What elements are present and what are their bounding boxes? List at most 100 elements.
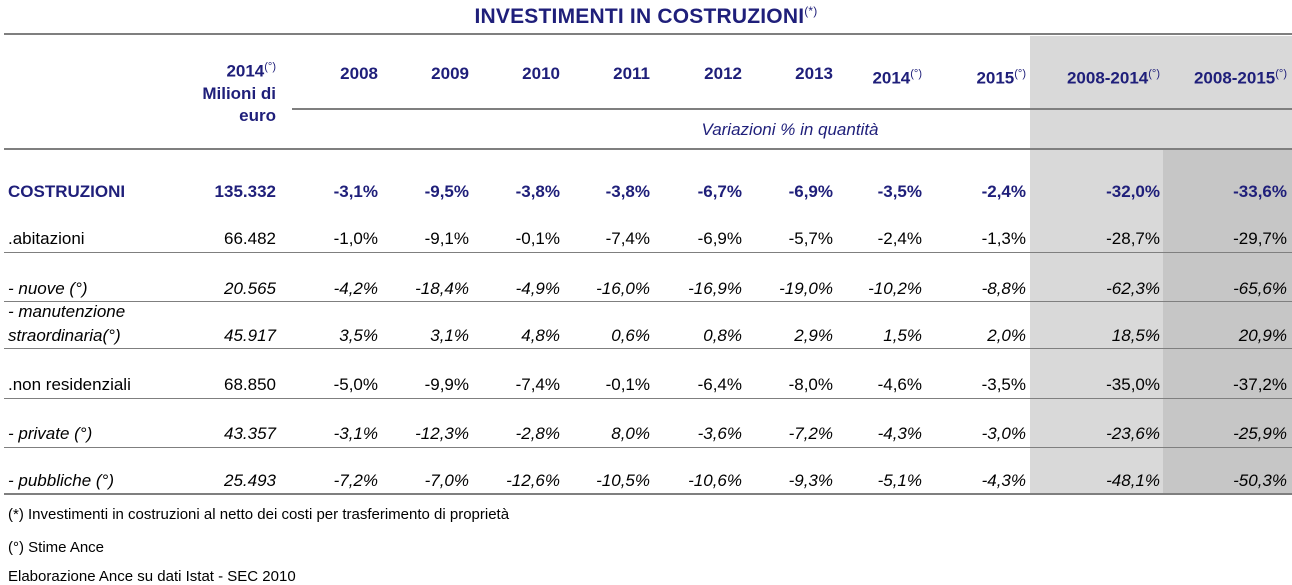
table-cell: -8,0% — [788, 375, 833, 394]
table-cell: -3,8% — [515, 182, 560, 201]
table-cell: -10,2% — [868, 279, 922, 298]
table-cell: -3,0% — [981, 424, 1026, 443]
row-value-2014: 66.482 — [224, 229, 276, 248]
table-cell: -3,1% — [333, 182, 378, 201]
column-header: 2014(°) — [872, 68, 922, 88]
column-header: 2013 — [795, 64, 833, 83]
table-cell: -1,0% — [333, 229, 378, 248]
row-value-2014: 25.493 — [224, 471, 276, 490]
table-cell: -16,9% — [688, 279, 742, 298]
column-header: 2015(°) — [976, 68, 1026, 88]
table-cell: -7,0% — [424, 471, 469, 490]
table-cell: -19,0% — [779, 279, 833, 298]
table-cell: -2,4% — [877, 229, 922, 248]
table-cell: -9,5% — [424, 182, 469, 201]
table-cell: -1,3% — [981, 229, 1026, 248]
table-cell: -10,6% — [688, 471, 742, 490]
table-cell: 18,5% — [1111, 326, 1160, 345]
table-cell: -3,6% — [697, 424, 742, 443]
table-cell: -16,0% — [596, 279, 650, 298]
variation-label: Variazioni % in quantità — [701, 120, 879, 139]
column-header: 2012 — [704, 64, 742, 83]
column-header: 2008 — [340, 64, 378, 83]
row-label: - nuove (°) — [8, 279, 88, 298]
table-cell: -4,6% — [877, 375, 922, 394]
table-cell: 0,8% — [703, 326, 742, 345]
row-label: - private (°) — [8, 424, 93, 443]
table-cell: -3,1% — [333, 424, 378, 443]
table-cell: -6,9% — [697, 229, 742, 248]
table-cell: -9,1% — [424, 229, 469, 248]
table-cell: 0,6% — [611, 326, 650, 345]
column-header: 2011 — [613, 64, 650, 83]
table-cell: -4,3% — [877, 424, 922, 443]
table-cell: -9,3% — [788, 471, 833, 490]
table-cell: -4,2% — [333, 279, 378, 298]
table-cell: -3,5% — [877, 182, 922, 201]
table-title: INVESTIMENTI IN COSTRUZIONI(*) — [474, 4, 818, 28]
row-label: .non residenziali — [8, 375, 131, 394]
table-cell: -48,1% — [1106, 471, 1160, 490]
shaded-header-2008-2015 — [1163, 36, 1292, 150]
table-cell: 20,9% — [1238, 326, 1287, 345]
table-cell: -35,0% — [1106, 375, 1160, 394]
top-rule — [4, 33, 1292, 35]
table-cell: -2,8% — [515, 424, 560, 443]
table-cell: -7,2% — [788, 424, 833, 443]
table-cell: -7,2% — [333, 471, 378, 490]
table-cell: 1,5% — [883, 326, 922, 345]
table-cell: 2,0% — [987, 326, 1026, 345]
table-cell: -6,4% — [697, 375, 742, 394]
table-cell: -4,3% — [981, 471, 1026, 490]
row-value-2014: 135.332 — [214, 182, 276, 201]
table-cell: -9,9% — [424, 375, 469, 394]
table-cell: -29,7% — [1233, 229, 1287, 248]
body-rule — [4, 148, 1292, 150]
table-cell: -3,5% — [981, 375, 1026, 394]
row-rule — [4, 398, 1292, 399]
table-cell: -12,3% — [415, 424, 469, 443]
row-label: .abitazioni — [8, 229, 85, 248]
table-cell: -6,9% — [788, 182, 833, 201]
row-value-2014: 45.917 — [224, 326, 276, 345]
table-cell: -25,9% — [1233, 424, 1287, 443]
column-header: 2009 — [431, 64, 469, 83]
table-cell: -0,1% — [515, 229, 560, 248]
row-rule — [4, 301, 1292, 302]
row-value-2014: 20.565 — [224, 279, 276, 298]
footnote-1: (*) Investimenti in costruzioni al netto… — [8, 506, 510, 523]
row-rule — [4, 493, 1292, 495]
table-cell: -23,6% — [1106, 424, 1160, 443]
row-value-2014: 43.357 — [224, 424, 276, 443]
unit-header: 2014(°) Milioni di euro — [202, 61, 276, 125]
row-label: - pubbliche (°) — [8, 471, 115, 490]
table-cell: 3,1% — [430, 326, 469, 345]
table-cell: -32,0% — [1106, 182, 1160, 201]
shaded-column-2008-2014 — [1030, 36, 1163, 494]
table-cell: -6,7% — [697, 182, 742, 201]
row-label: - manutenzione — [8, 302, 126, 321]
column-header: 2008-2014(°) — [1066, 68, 1160, 88]
table-cell: 4,8% — [521, 326, 560, 345]
table-cell: -0,1% — [605, 375, 650, 394]
table-cell: -8,8% — [981, 279, 1026, 298]
row-rule — [4, 252, 1292, 253]
table-cell: -12,6% — [506, 471, 560, 490]
row-value-2014: 68.850 — [224, 375, 276, 394]
table-cell: -33,6% — [1233, 182, 1287, 201]
column-header: 2008-2015(°) — [1193, 68, 1287, 88]
table-cell: -18,4% — [415, 279, 469, 298]
table-cell: 8,0% — [611, 424, 650, 443]
table-cell: -50,3% — [1233, 471, 1287, 490]
table-cell: -65,6% — [1233, 279, 1287, 298]
footnote-2: (°) Stime Ance — [8, 539, 105, 556]
row-label: straordinaria(°) — [8, 326, 121, 345]
row-label: COSTRUZIONI — [8, 182, 126, 201]
table-cell: -5,1% — [877, 471, 922, 490]
table-cell: -7,4% — [515, 375, 560, 394]
table-cell: -10,5% — [596, 471, 650, 490]
table-cell: -5,7% — [788, 229, 833, 248]
header-rule — [292, 108, 1292, 110]
table-cell: 2,9% — [794, 326, 833, 345]
footnote-3: Elaborazione Ance su dati Istat - SEC 20… — [8, 568, 296, 585]
